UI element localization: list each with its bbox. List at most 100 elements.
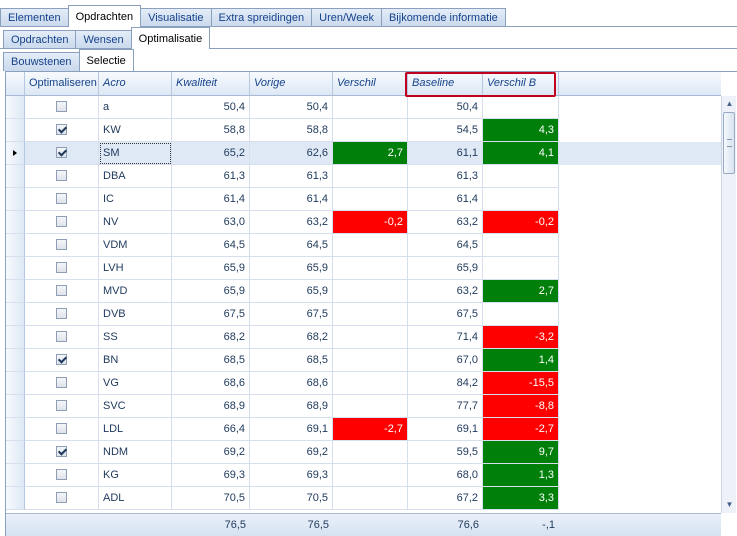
cell-acro[interactable]: NV: [99, 211, 172, 234]
row-indicator[interactable]: [6, 372, 25, 395]
cell-verschil[interactable]: [333, 326, 408, 349]
cell-verschil-b[interactable]: 9,7: [483, 441, 559, 464]
cell-verschil-b[interactable]: -2,7: [483, 418, 559, 441]
column-header-kwaliteit[interactable]: Kwaliteit: [172, 72, 250, 96]
tab-elementen[interactable]: Elementen: [0, 8, 69, 27]
cell-baseline[interactable]: 67,0: [408, 349, 483, 372]
row-checkbox-cell[interactable]: [25, 165, 99, 188]
row-checkbox-cell[interactable]: [25, 372, 99, 395]
cell-kwaliteit[interactable]: 61,4: [172, 188, 250, 211]
checkbox-unchecked[interactable]: [56, 331, 67, 342]
row-indicator[interactable]: [6, 142, 25, 165]
cell-baseline[interactable]: 65,9: [408, 257, 483, 280]
arrow-down-icon[interactable]: ▼: [725, 500, 734, 509]
row-checkbox-cell[interactable]: [25, 349, 99, 372]
cell-kwaliteit[interactable]: 61,3: [172, 165, 250, 188]
tab-opdrachten[interactable]: Opdrachten: [67, 5, 142, 27]
cell-vorige[interactable]: 69,3: [250, 464, 333, 487]
row-indicator[interactable]: [6, 418, 25, 441]
cell-verschil-b[interactable]: 1,3: [483, 464, 559, 487]
row-checkbox-cell[interactable]: [25, 280, 99, 303]
cell-verschil-b[interactable]: -15,5: [483, 372, 559, 395]
cell-verschil[interactable]: [333, 96, 408, 119]
cell-verschil-b[interactable]: [483, 303, 559, 326]
cell-verschil[interactable]: [333, 165, 408, 188]
row-indicator[interactable]: [6, 280, 25, 303]
checkbox-unchecked[interactable]: [56, 239, 67, 250]
row-checkbox-cell[interactable]: [25, 188, 99, 211]
cell-verschil-b[interactable]: 3,3: [483, 487, 559, 510]
cell-baseline[interactable]: 67,5: [408, 303, 483, 326]
cell-vorige[interactable]: 65,9: [250, 280, 333, 303]
cell-vorige[interactable]: 68,6: [250, 372, 333, 395]
cell-verschil-b[interactable]: 4,3: [483, 119, 559, 142]
column-header-vorige[interactable]: Vorige: [250, 72, 333, 96]
cell-acro[interactable]: a: [99, 96, 172, 119]
cell-verschil-b[interactable]: -8,8: [483, 395, 559, 418]
cell-verschil-b[interactable]: -3,2: [483, 326, 559, 349]
cell-verschil-b[interactable]: [483, 234, 559, 257]
cell-verschil[interactable]: -0,2: [333, 211, 408, 234]
cell-verschil[interactable]: [333, 395, 408, 418]
cell-acro[interactable]: KW: [99, 119, 172, 142]
cell-baseline[interactable]: 61,1: [408, 142, 483, 165]
cell-verschil[interactable]: 2,7: [333, 142, 408, 165]
cell-acro[interactable]: DVB: [99, 303, 172, 326]
scroll-thumb[interactable]: [723, 112, 735, 174]
cell-kwaliteit[interactable]: 69,2: [172, 441, 250, 464]
cell-kwaliteit[interactable]: 70,5: [172, 487, 250, 510]
cell-acro[interactable]: SM: [99, 142, 172, 165]
row-checkbox-cell[interactable]: [25, 326, 99, 349]
vertical-scrollbar[interactable]: ▲ ▼: [721, 96, 736, 513]
cell-verschil-b[interactable]: 1,4: [483, 349, 559, 372]
row-indicator[interactable]: [6, 395, 25, 418]
cell-kwaliteit[interactable]: 58,8: [172, 119, 250, 142]
checkbox-unchecked[interactable]: [56, 170, 67, 181]
cell-kwaliteit[interactable]: 68,5: [172, 349, 250, 372]
checkbox-checked[interactable]: [56, 124, 67, 135]
cell-kwaliteit[interactable]: 63,0: [172, 211, 250, 234]
cell-baseline[interactable]: 59,5: [408, 441, 483, 464]
cell-acro[interactable]: LVH: [99, 257, 172, 280]
row-checkbox-cell[interactable]: [25, 418, 99, 441]
cell-verschil[interactable]: [333, 349, 408, 372]
cell-vorige[interactable]: 61,4: [250, 188, 333, 211]
row-checkbox-cell[interactable]: [25, 119, 99, 142]
cell-vorige[interactable]: 65,9: [250, 257, 333, 280]
row-checkbox-cell[interactable]: [25, 487, 99, 510]
cell-acro[interactable]: KG: [99, 464, 172, 487]
cell-acro[interactable]: SS: [99, 326, 172, 349]
cell-kwaliteit[interactable]: 65,9: [172, 257, 250, 280]
cell-baseline[interactable]: 68,0: [408, 464, 483, 487]
cell-verschil-b[interactable]: [483, 188, 559, 211]
row-indicator[interactable]: [6, 119, 25, 142]
checkbox-unchecked[interactable]: [56, 377, 67, 388]
row-indicator[interactable]: [6, 326, 25, 349]
cell-acro[interactable]: NDM: [99, 441, 172, 464]
row-indicator[interactable]: [6, 211, 25, 234]
cell-baseline[interactable]: 63,2: [408, 280, 483, 303]
checkbox-unchecked[interactable]: [56, 262, 67, 273]
checkbox-unchecked[interactable]: [56, 492, 67, 503]
cell-verschil-b[interactable]: -0,2: [483, 211, 559, 234]
cell-vorige[interactable]: 68,2: [250, 326, 333, 349]
cell-kwaliteit[interactable]: 65,9: [172, 280, 250, 303]
cell-kwaliteit[interactable]: 69,3: [172, 464, 250, 487]
cell-verschil-b[interactable]: 4,1: [483, 142, 559, 165]
cell-vorige[interactable]: 69,2: [250, 441, 333, 464]
column-header-verschil[interactable]: Verschil: [333, 72, 408, 96]
cell-verschil[interactable]: [333, 234, 408, 257]
cell-vorige[interactable]: 61,3: [250, 165, 333, 188]
cell-verschil-b[interactable]: [483, 257, 559, 280]
cell-vorige[interactable]: 68,5: [250, 349, 333, 372]
row-indicator[interactable]: [6, 303, 25, 326]
cell-acro[interactable]: ADL: [99, 487, 172, 510]
cell-kwaliteit[interactable]: 68,6: [172, 372, 250, 395]
cell-verschil-b[interactable]: 2,7: [483, 280, 559, 303]
row-indicator[interactable]: [6, 257, 25, 280]
checkbox-unchecked[interactable]: [56, 285, 67, 296]
checkbox-unchecked[interactable]: [56, 101, 67, 112]
cell-vorige[interactable]: 67,5: [250, 303, 333, 326]
row-indicator[interactable]: [6, 234, 25, 257]
row-indicator[interactable]: [6, 165, 25, 188]
